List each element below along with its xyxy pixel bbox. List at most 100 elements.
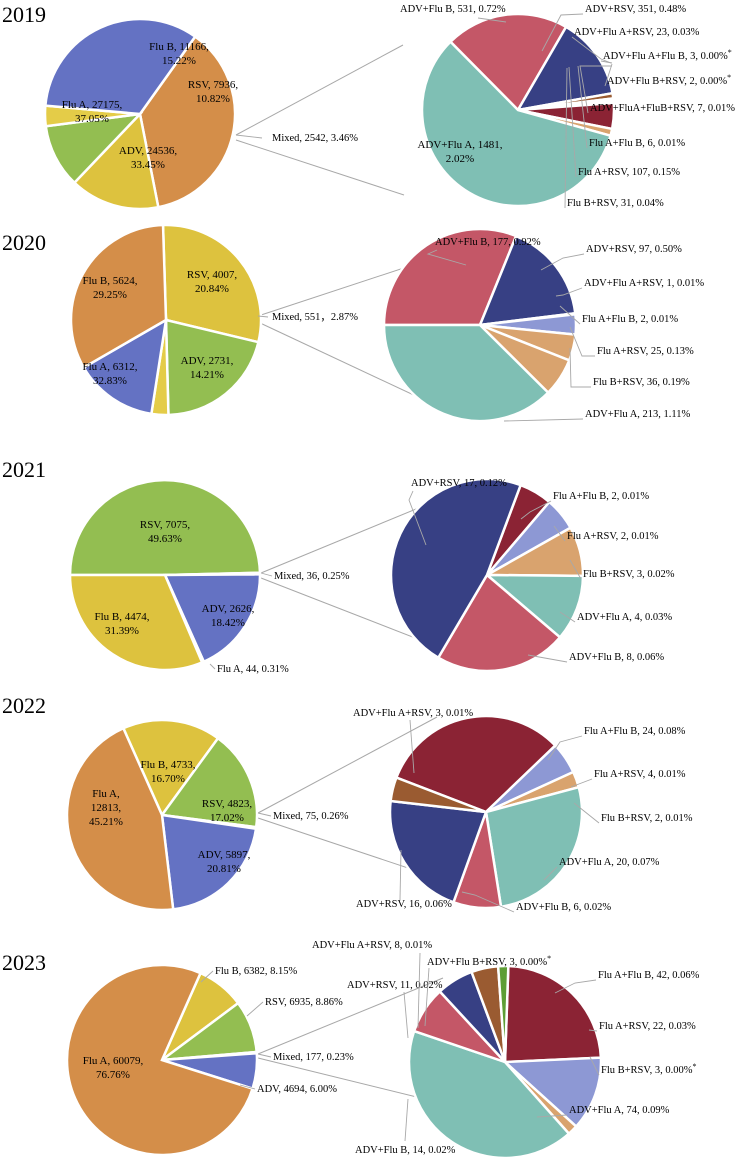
detail-slice-flu-a-flu-b bbox=[503, 964, 603, 1064]
leader-line bbox=[477, 17, 507, 23]
chart-title: 2021 bbox=[2, 457, 46, 482]
label-mixed: Mixed, 2542, 3.46% bbox=[272, 133, 358, 144]
leader-line bbox=[408, 490, 427, 546]
detail-slice-adv-flu-b bbox=[382, 227, 518, 327]
label-flu-a-rsv: Flu A+RSV, 22, 0.03% bbox=[599, 1021, 696, 1032]
label-adv-rsv: ADV+RSV, 16, 0.06% bbox=[356, 899, 452, 910]
detail-slice-flu-a-rsv bbox=[501, 1056, 603, 1129]
leader-line bbox=[588, 1029, 598, 1032]
main-slice-adv bbox=[44, 17, 197, 116]
leader-line bbox=[536, 1114, 568, 1118]
label-flu-a-flu-b: Flu A+RSV, 107, 0.15% bbox=[578, 167, 680, 178]
leader-line bbox=[579, 65, 612, 114]
label-flu-b-rsv: Flu B+RSV, 3, 0.02% bbox=[583, 569, 675, 580]
label-adv-flu-b: ADV+Flu B, 14, 0.02% bbox=[355, 1145, 456, 1156]
leader-line bbox=[604, 63, 613, 87]
connector-line bbox=[235, 139, 405, 196]
leader-line bbox=[239, 1084, 256, 1090]
leader-line bbox=[547, 735, 583, 761]
label-adv-rsv: ADV+RSV, 351, 0.48% bbox=[585, 4, 686, 15]
label-flu-a: Flu A, 27175, 37.05% bbox=[62, 99, 123, 125]
label-adv-flu-b: ADV+Flu B, 8, 0.06% bbox=[569, 652, 664, 663]
leader-line bbox=[553, 525, 566, 542]
leader-line bbox=[600, 60, 613, 64]
connector-line bbox=[257, 321, 436, 406]
leader-line bbox=[409, 719, 415, 774]
leader-line bbox=[399, 849, 402, 901]
main-slice-adv bbox=[82, 317, 168, 416]
leader-line bbox=[559, 611, 576, 623]
chart-title: 2019 bbox=[2, 2, 46, 27]
leader-line bbox=[520, 500, 552, 520]
leader-line bbox=[424, 967, 430, 1027]
label-adv-flu-b-rsv: ADV+Flu B+RSV, 2, 0.00%* bbox=[607, 73, 731, 87]
leader-line bbox=[571, 36, 612, 64]
leader-line bbox=[246, 1001, 264, 1017]
label-rsv: RSV, 4007, 20.84% bbox=[187, 269, 237, 295]
leader-line bbox=[257, 1053, 272, 1058]
label-adv-flu-a-rsv: ADV+Flu A+RSV, 1, 0.01% bbox=[584, 278, 704, 289]
label-adv: ADV, 5897, 20.81% bbox=[198, 849, 251, 875]
label-flu-b: Flu B, 5624, 29.25% bbox=[82, 275, 137, 301]
label-adv-flu-b: ADV+Flu B, 6, 0.02% bbox=[516, 902, 611, 913]
leader-line bbox=[543, 866, 558, 881]
label-adv-flu-a: ADV+Flu A, 4, 0.03% bbox=[577, 612, 672, 623]
main-slice-flu-b bbox=[68, 573, 204, 672]
leader-line bbox=[573, 802, 600, 824]
main-slice-rsv bbox=[164, 318, 260, 417]
label-flu-b-rsv: Flu A+RSV, 25, 0.13% bbox=[597, 346, 694, 357]
detail-slice-adv-rsv bbox=[515, 25, 614, 112]
detail-slice-adv-flu-a bbox=[483, 573, 585, 640]
leader-line bbox=[569, 347, 591, 388]
leader-line bbox=[200, 970, 214, 983]
label-adv-flu-a-flu-b: ADV+Flu A+Flu B, 3, 0.00%* bbox=[603, 48, 732, 62]
main-slice-flu-b bbox=[72, 111, 160, 211]
label-flu-a: Flu A, 12813, 45.21% bbox=[89, 788, 123, 828]
leader-line bbox=[564, 67, 568, 209]
label-adv-flu-a: ADV+Flu A, 20, 0.07% bbox=[559, 857, 660, 868]
label-flu-b-rsv: Flu B+RSV, 31, 0.04% bbox=[567, 198, 664, 209]
leader-line bbox=[209, 663, 216, 670]
detail-slice-flu-a-flu-b bbox=[394, 714, 558, 814]
label-adv: ADV, 24536, 33.45% bbox=[119, 145, 177, 171]
chart-title: 2020 bbox=[2, 230, 46, 255]
label-flu-b-rsv: Flu B+RSV, 2, 0.01% bbox=[601, 813, 693, 824]
main-slice-flu-a bbox=[69, 223, 168, 370]
label-adv-flua-flub-rsv: ADV+FluA+FluB+RSV, 7, 0.01% bbox=[590, 103, 735, 114]
main-slice-flu-a bbox=[65, 726, 175, 912]
main-slice-adv bbox=[160, 813, 258, 911]
leader-line bbox=[570, 778, 593, 788]
label-mixed: Mixed, 551，2.87% bbox=[272, 312, 358, 323]
label-flu-a-rsv: Flu A+RSV, 4, 0.01% bbox=[594, 769, 686, 780]
leader-line bbox=[540, 253, 585, 271]
label-adv-rsv: ADV+RSV, 11, 0.02% bbox=[347, 980, 443, 991]
chart-title: 2022 bbox=[2, 693, 46, 718]
leader-line bbox=[417, 952, 421, 1029]
leader-line bbox=[461, 891, 515, 913]
connector-line bbox=[257, 259, 429, 317]
leader-line bbox=[555, 287, 583, 297]
connector-line bbox=[235, 44, 404, 136]
leader-line bbox=[503, 418, 584, 422]
label-flu-a-rsv: Flu A+Flu B, 2, 0.01% bbox=[582, 314, 678, 325]
detail-slice-adv-rsv bbox=[389, 477, 523, 660]
label-adv-flu-a-rsv: ADV+Flu A+RSV, 23, 0.03% bbox=[574, 27, 700, 38]
detail-slice-adv-rsv bbox=[478, 234, 577, 327]
chart-2020: 2020 Flu B, 5624, 29.25% RSV, 4007, 20.84% Mi… bbox=[2, 223, 704, 423]
label-mixed: Mixed, 36, 0.25% bbox=[274, 571, 350, 582]
label-adv-rsv: ADV+RSV, 17, 0.12% bbox=[411, 478, 507, 489]
label-rsv: RSV, 7075, 49.63% bbox=[140, 519, 190, 545]
label-flu-a: Flu A, 60079, 76.76% bbox=[83, 1055, 144, 1081]
connector-line bbox=[257, 716, 438, 814]
label-adv-flu-a: ADV+Flu A, 1481, 2.02% bbox=[417, 139, 502, 165]
chart-2023: 2023 Flu B, 6382, 8.15% RSV, 6935, 8.86% Mi… bbox=[2, 940, 700, 1159]
label-rsv: RSV, 7936, 10.82% bbox=[188, 79, 238, 105]
leader-line bbox=[404, 1098, 409, 1142]
label-adv-flu-b-rsv: ADV+Flu B+RSV, 3, 0.00%* bbox=[427, 954, 551, 968]
chart-2021: 2021 RSV, 7075, 49.63% Mixed, 36, 0.25% ADV,… bbox=[2, 457, 675, 675]
label-adv-flu-a: ADV+Flu A, 74, 0.09% bbox=[569, 1105, 670, 1116]
main-slice-rsv bbox=[159, 736, 259, 829]
main-slice-adv bbox=[163, 573, 262, 664]
label-mixed: Mixed, 177, 0.23% bbox=[273, 1052, 354, 1063]
